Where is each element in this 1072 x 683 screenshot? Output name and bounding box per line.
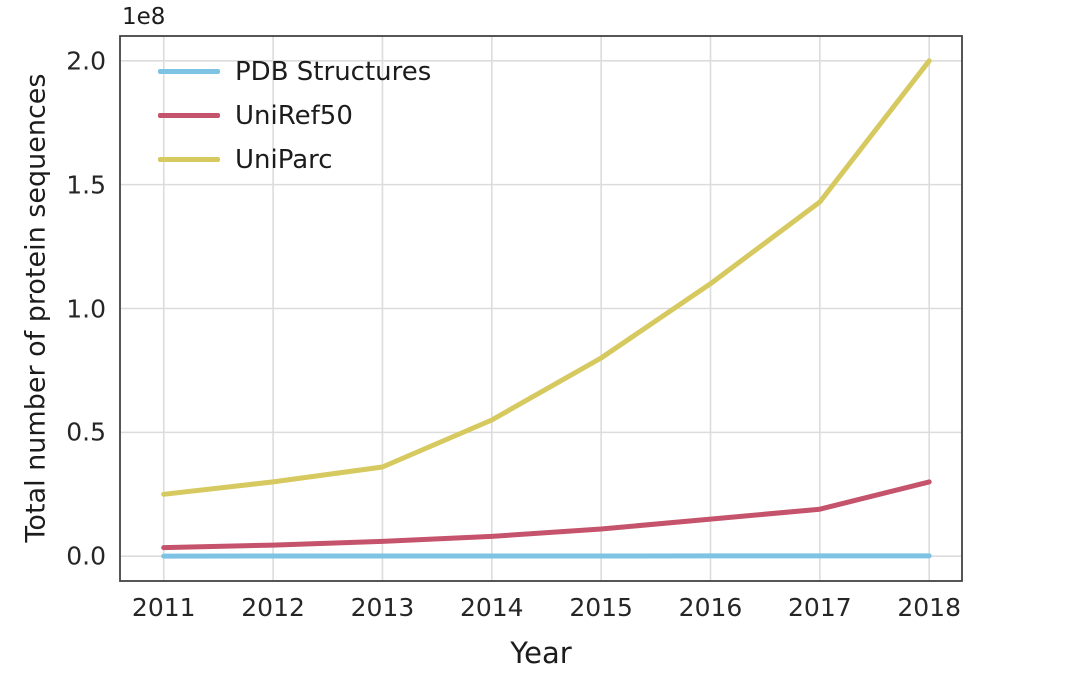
y-tick-label: 0.5	[66, 417, 106, 447]
y-tick-label: 1.5	[66, 170, 106, 200]
legend-item-uniparc: UniParc	[158, 144, 431, 175]
x-tick-label: 2012	[241, 593, 305, 622]
series-line-uniref50	[161, 479, 932, 551]
y-tick-label: 1.0	[66, 294, 106, 323]
x-tick-label: 2014	[459, 593, 524, 622]
y-tick-label: 2.0	[66, 46, 106, 76]
y-tick-label: 0.0	[66, 541, 106, 571]
x-tick-label: 2018	[897, 593, 961, 622]
x-tick-label: 2016	[678, 593, 743, 622]
plot-border	[119, 35, 963, 582]
x-tick-label: 2011	[131, 593, 196, 622]
legend-line-swatch	[158, 69, 220, 74]
legend-label: UniParc	[235, 144, 333, 175]
series-line-uniparc	[161, 58, 932, 497]
legend-line-swatch	[158, 157, 220, 162]
x-axis-label: Year	[510, 636, 572, 670]
x-tick-label: 2013	[350, 593, 415, 622]
x-tick-label: 2017	[788, 593, 852, 622]
x-tick-label: 2015	[569, 593, 633, 622]
y-axis-offset-label: 1e8	[122, 4, 166, 30]
legend: PDB Structures UniRef50 UniParc	[158, 56, 431, 175]
legend-line-swatch	[158, 113, 220, 118]
legend-item-uniref50: UniRef50	[158, 100, 431, 131]
legend-label: UniRef50	[235, 100, 353, 131]
legend-item-pdb-structures: PDB Structures	[158, 56, 431, 87]
legend-label: PDB Structures	[235, 56, 432, 87]
